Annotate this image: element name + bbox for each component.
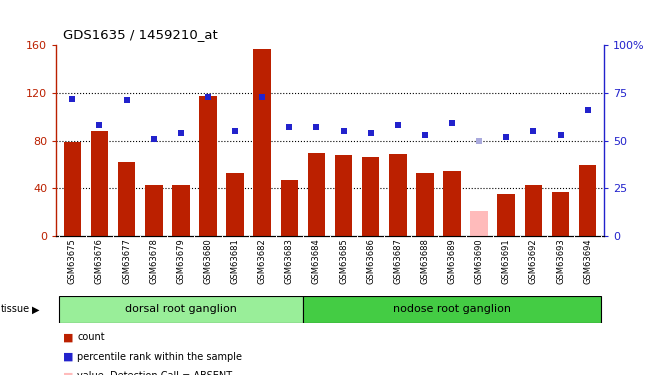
Bar [498,194,515,236]
Bar [172,185,189,236]
Text: ■: ■ [63,352,73,362]
Text: GSM63679: GSM63679 [176,238,185,284]
Bar [552,192,570,236]
Text: GSM63675: GSM63675 [68,238,77,284]
Text: GSM63687: GSM63687 [393,238,403,284]
Text: GSM63694: GSM63694 [583,238,592,284]
Text: GSM63682: GSM63682 [257,238,267,284]
Text: percentile rank within the sample: percentile rank within the sample [77,352,242,362]
Bar [362,158,379,236]
Bar [335,155,352,236]
Bar [63,142,81,236]
Bar [308,153,325,236]
Bar [389,154,407,236]
Bar [471,211,488,236]
Text: count: count [77,333,105,342]
Text: GSM63692: GSM63692 [529,238,538,284]
Bar [253,49,271,236]
Text: GSM63677: GSM63677 [122,238,131,284]
Text: GSM63684: GSM63684 [312,238,321,284]
Bar [416,173,434,236]
Text: GSM63688: GSM63688 [420,238,430,284]
Text: ▶: ▶ [32,304,39,314]
Text: ■: ■ [63,372,73,375]
Text: GSM63689: GSM63689 [447,238,457,284]
Text: dorsal root ganglion: dorsal root ganglion [125,304,237,314]
Text: GSM63686: GSM63686 [366,238,375,284]
Text: GDS1635 / 1459210_at: GDS1635 / 1459210_at [63,28,217,41]
Bar [226,173,244,236]
Bar [199,96,216,236]
Text: GSM63681: GSM63681 [230,238,240,284]
Text: GSM63683: GSM63683 [285,238,294,284]
Bar [525,185,543,236]
Text: GSM63693: GSM63693 [556,238,565,284]
Text: GSM63680: GSM63680 [203,238,213,284]
Text: GSM63685: GSM63685 [339,238,348,284]
Text: tissue: tissue [1,304,30,314]
Text: GSM63690: GSM63690 [475,238,484,284]
Text: GSM63678: GSM63678 [149,238,158,284]
Bar [280,180,298,236]
Bar [303,296,601,322]
Bar [444,171,461,236]
Bar [579,165,597,236]
Text: GSM63676: GSM63676 [95,238,104,284]
Text: value, Detection Call = ABSENT: value, Detection Call = ABSENT [77,372,232,375]
Bar [90,131,108,236]
Bar [59,296,303,322]
Bar [117,162,135,236]
Text: GSM63691: GSM63691 [502,238,511,284]
Bar [145,185,162,236]
Text: ■: ■ [63,333,73,342]
Text: nodose root ganglion: nodose root ganglion [393,304,511,314]
